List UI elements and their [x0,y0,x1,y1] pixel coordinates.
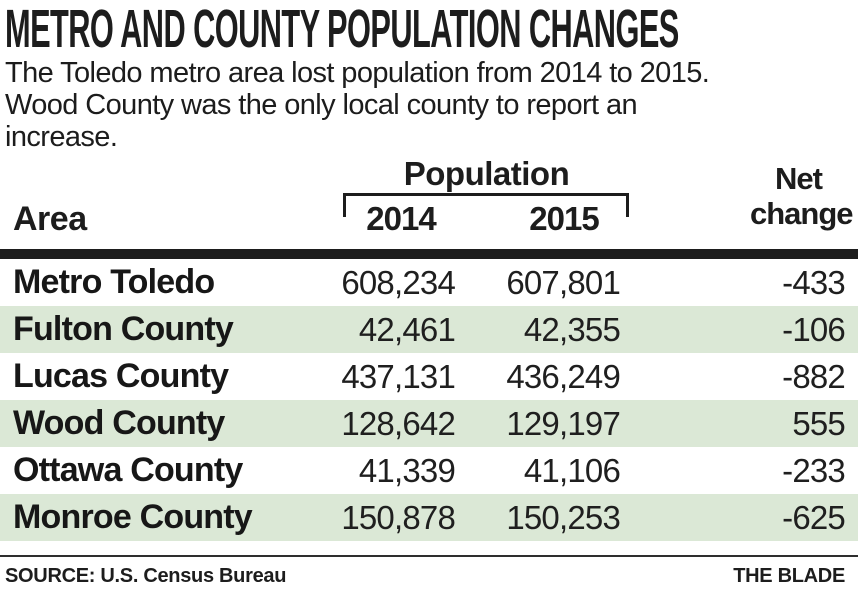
table-row: Lucas County 437,131 436,249 -882 [0,353,858,400]
net-change-cell: -882 [782,357,846,395]
net-change-cell: -106 [782,310,846,348]
subtitle-line-2: Wood County was the only local county to… [5,89,638,121]
column-header-2014: 2014 [366,200,436,237]
area-cell: Wood County [13,404,225,442]
subtitle-line-3: increase. [5,121,118,153]
column-header-2015: 2015 [529,200,599,237]
pop-2014-cell: 437,131 [341,357,455,395]
net-change-cell: -625 [782,498,846,536]
pop-2014-cell: 150,878 [341,498,455,536]
pop-2015-cell: 150,253 [506,498,620,536]
area-cell: Metro Toledo [13,263,215,301]
net-change-header-line-2: change [750,196,854,231]
pop-2015-cell: 41,106 [523,451,621,489]
table-row: Wood County 128,642 129,197 555 [0,400,858,447]
pop-2015-cell: 436,249 [506,357,620,395]
source-credit: SOURCE: U.S. Census Bureau [5,565,287,587]
table-row: Monroe County 150,878 150,253 -625 [0,494,858,541]
header-rule [0,249,858,259]
column-header-area: Area [13,200,87,238]
column-header-net-change: Net change [750,161,854,231]
area-cell: Monroe County [13,498,253,536]
pop-2015-cell: 129,197 [506,404,620,442]
net-change-cell: 555 [792,404,845,442]
net-change-header-line-1: Net [775,161,823,196]
area-cell: Fulton County [13,310,234,348]
table-row: Ottawa County 41,339 41,106 -233 [0,447,858,494]
pop-2015-cell: 607,801 [506,263,620,301]
page-title: METRO AND COUNTY POPULATION CHANGES [5,0,679,59]
subtitle: The Toledo metro area lost population fr… [5,57,710,153]
table-row: Fulton County 42,461 42,355 -106 [0,306,858,353]
net-change-cell: -233 [782,451,846,489]
table-row: Metro Toledo 608,234 607,801 -433 [0,259,858,306]
pop-2014-cell: 42,461 [358,310,456,348]
area-cell: Lucas County [13,357,229,395]
population-bracket [343,193,629,217]
table-body: Metro Toledo 608,234 607,801 -433 Fulton… [0,259,858,541]
pop-2014-cell: 128,642 [341,404,455,442]
pop-2014-cell: 608,234 [341,263,455,301]
net-change-cell: -433 [782,263,846,301]
pop-2015-cell: 42,355 [523,310,621,348]
publication-credit: THE BLADE [733,565,845,587]
footer-rule [0,555,858,557]
subtitle-line-1: The Toledo metro area lost population fr… [5,57,710,89]
pop-2014-cell: 41,339 [358,451,456,489]
area-cell: Ottawa County [13,451,243,489]
population-group-header: Population [403,155,570,192]
